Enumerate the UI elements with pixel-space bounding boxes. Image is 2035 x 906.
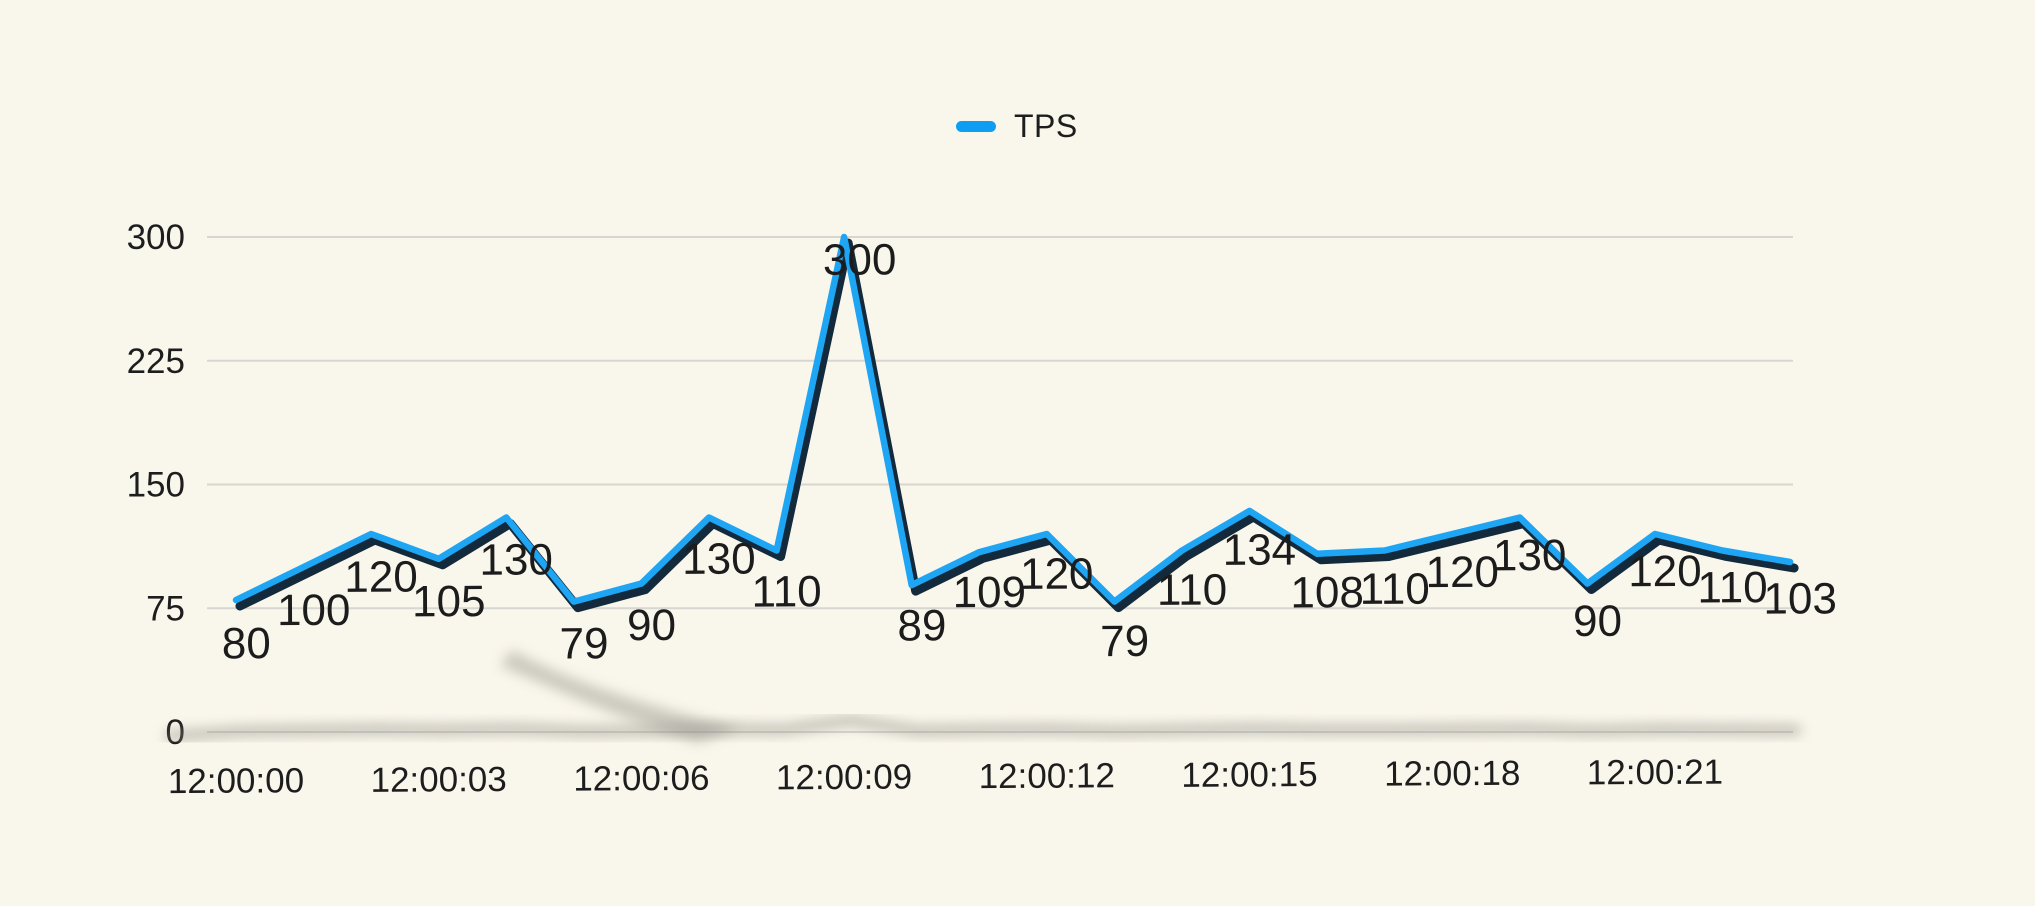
data-point-label: 110 — [751, 567, 821, 616]
floor-shadow-band — [164, 715, 1802, 742]
data-point-label: 300 — [823, 235, 897, 284]
x-tick-label: 12:00:03 — [370, 760, 506, 800]
data-point-label: 109 — [953, 568, 1027, 617]
y-tick-label: 75 — [146, 589, 185, 628]
data-point-label: 120 — [1425, 548, 1499, 597]
data-point-label: 103 — [1763, 574, 1837, 623]
data-point-label: 79 — [559, 619, 608, 668]
data-point-label: 130 — [479, 535, 553, 584]
data-point-label: 90 — [1573, 597, 1622, 646]
data-point-label: 105 — [412, 577, 486, 626]
data-point-label: 120 — [1628, 547, 1702, 596]
x-tick-label: 12:00:00 — [168, 761, 304, 801]
floor-shadow — [164, 650, 1802, 743]
y-tick-label: 300 — [127, 218, 185, 257]
x-tick-label: 12:00:21 — [1587, 753, 1723, 793]
tps-line — [232, 233, 1794, 605]
y-tick-label: 225 — [127, 342, 185, 381]
data-point-label: 130 — [682, 535, 756, 584]
x-tick-label: 12:00:12 — [979, 756, 1115, 796]
y-tick-label: 150 — [127, 466, 185, 505]
data-point-label: 100 — [277, 586, 351, 635]
data-point-label: 79 — [1100, 617, 1149, 666]
data-point-label: 89 — [897, 601, 946, 650]
data-point-label: 110 — [1157, 566, 1227, 615]
data-point-label: 108 — [1290, 568, 1364, 617]
data-point-label: 134 — [1223, 526, 1297, 575]
tps-series — [232, 233, 1799, 613]
data-point-label: 120 — [1020, 550, 1094, 599]
x-tick-label: 12:00:09 — [776, 758, 912, 798]
x-tick-label: 12:00:15 — [1181, 755, 1317, 795]
x-tick-label: 12:00:18 — [1384, 754, 1520, 794]
data-point-label: 110 — [1697, 563, 1767, 612]
floor-shadow-swoosh — [500, 650, 740, 743]
legend-item-tps[interactable]: TPS — [956, 102, 1078, 150]
legend-marker-icon — [956, 120, 996, 132]
data-point-label: 120 — [344, 553, 418, 602]
data-point-label: 80 — [222, 619, 271, 668]
x-axis: 12:00:00 12:00:03 12:00:06 12:00:09 12:00:12… — [168, 753, 1723, 801]
legend-label-tps: TPS — [1014, 107, 1078, 144]
data-point-label: 110 — [1360, 565, 1430, 614]
data-point-label: 90 — [627, 601, 676, 650]
data-point-label: 130 — [1493, 531, 1567, 580]
x-tick-label: 12:00:06 — [573, 759, 709, 799]
